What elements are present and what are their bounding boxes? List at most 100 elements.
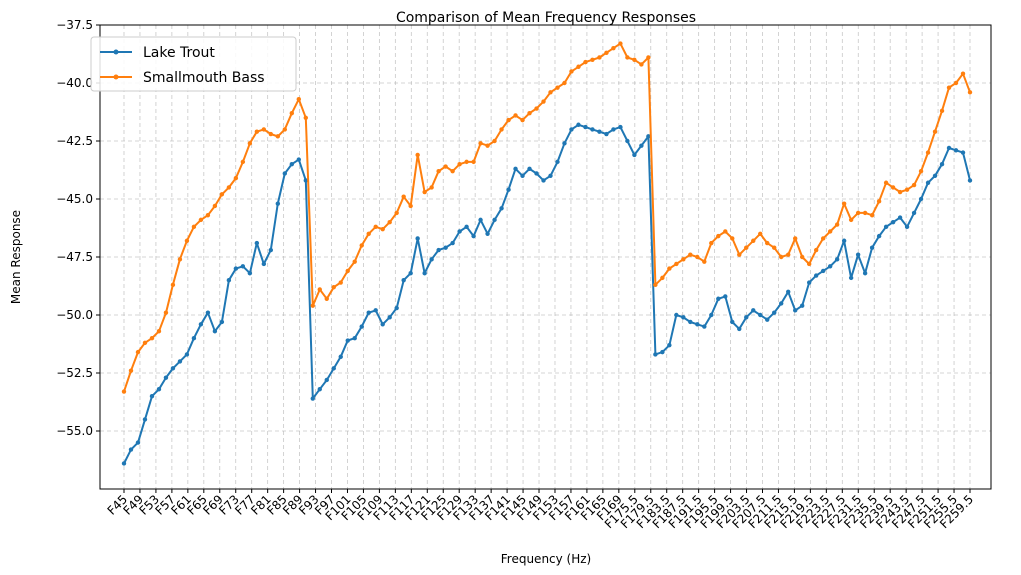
y-tick-label: −37.5 (56, 18, 93, 32)
data-point (527, 166, 532, 172)
data-point (527, 110, 532, 116)
data-point (730, 236, 735, 241)
data-point (883, 180, 889, 185)
data-point (156, 329, 162, 334)
data-point (555, 159, 560, 165)
data-point (653, 282, 658, 288)
data-point (876, 233, 882, 239)
data-point (611, 46, 616, 51)
data-point (534, 171, 539, 176)
data-point (569, 69, 574, 74)
data-point (289, 110, 295, 116)
data-point (709, 240, 714, 246)
data-point (520, 117, 525, 123)
data-point (820, 236, 826, 241)
data-point (541, 99, 546, 104)
y-tick-label: −50.0 (56, 308, 93, 322)
data-point (890, 185, 896, 190)
data-point (625, 138, 630, 144)
data-point (177, 359, 183, 364)
data-point (352, 336, 357, 341)
data-point (331, 366, 336, 371)
data-point (163, 310, 169, 315)
data-point (205, 213, 211, 218)
data-point (135, 440, 141, 445)
data-point (387, 220, 392, 225)
data-point (883, 224, 889, 230)
data-point (240, 159, 246, 165)
data-point (576, 64, 581, 69)
data-point (827, 264, 833, 269)
data-point (142, 417, 148, 422)
data-point (744, 315, 749, 320)
y-axis-label: Mean Response (9, 210, 23, 304)
data-point (569, 127, 574, 132)
data-point (932, 129, 938, 134)
data-point (219, 319, 225, 325)
data-point (730, 319, 735, 325)
data-point (310, 303, 315, 308)
data-point (813, 247, 819, 253)
data-point (967, 178, 973, 183)
data-point (534, 106, 539, 111)
data-point (688, 252, 693, 257)
data-point (723, 229, 728, 234)
data-point (639, 143, 644, 148)
data-point (765, 317, 770, 322)
data-point (827, 229, 833, 234)
data-point (352, 259, 357, 264)
data-point (681, 257, 686, 262)
data-point (841, 201, 847, 206)
y-tick-label: −55.0 (56, 424, 93, 438)
data-point (492, 138, 497, 144)
data-point (597, 55, 602, 60)
data-point (604, 131, 609, 137)
data-point (394, 210, 399, 216)
data-point (855, 252, 861, 257)
data-point (247, 271, 253, 276)
data-point (261, 261, 267, 267)
data-point (695, 322, 700, 327)
data-point (590, 127, 595, 132)
data-point (212, 203, 218, 209)
data-point (618, 124, 623, 130)
data-point (946, 145, 952, 151)
data-point (408, 203, 413, 209)
data-point (779, 254, 784, 260)
data-point (506, 117, 511, 123)
data-point (324, 377, 329, 383)
data-point (513, 113, 518, 118)
legend-swatch-marker (113, 49, 119, 55)
data-point (303, 115, 308, 121)
legend-label: Smallmouth Bass (143, 70, 265, 86)
y-tick-label: −47.5 (56, 250, 93, 264)
data-point (233, 266, 239, 271)
data-point (191, 336, 197, 341)
data-point (422, 271, 427, 276)
data-point (960, 71, 966, 76)
data-point (443, 164, 448, 169)
data-point (932, 173, 938, 178)
data-point (485, 143, 490, 148)
data-point (170, 366, 176, 371)
data-point (324, 296, 329, 301)
data-point (653, 352, 658, 357)
data-point (408, 271, 413, 276)
data-point (632, 57, 637, 62)
data-point (478, 141, 483, 146)
data-point (233, 175, 239, 181)
data-point (890, 220, 896, 225)
data-point (170, 282, 176, 288)
data-point (177, 257, 183, 262)
data-point (142, 340, 148, 346)
data-point (338, 354, 343, 359)
data-point (499, 127, 504, 132)
data-point (709, 312, 714, 318)
data-point (806, 280, 812, 285)
data-point (387, 315, 392, 320)
data-point (702, 259, 707, 264)
data-point (862, 271, 868, 276)
data-point (660, 275, 665, 281)
data-point (450, 240, 455, 246)
